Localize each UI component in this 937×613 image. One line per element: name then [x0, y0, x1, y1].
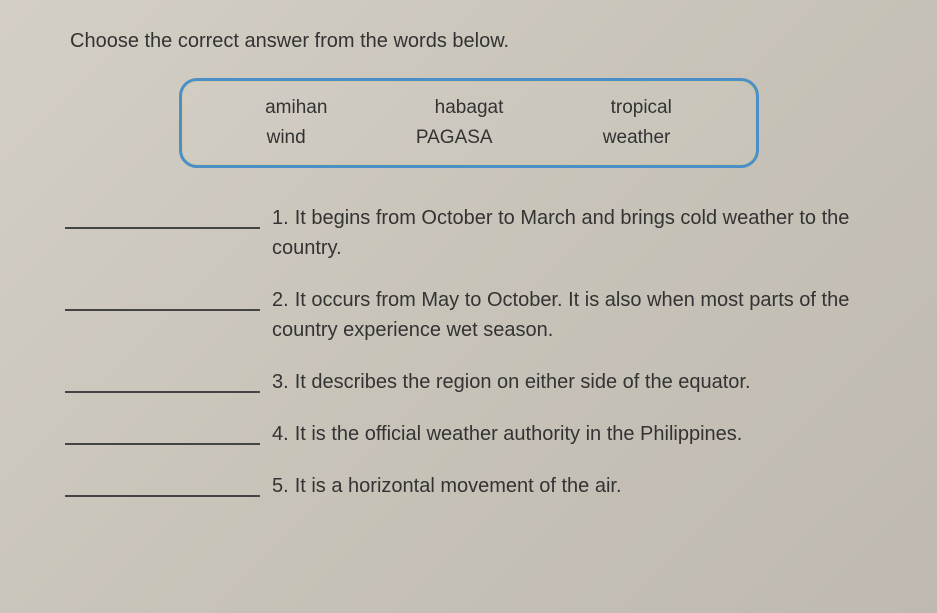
answer-blank-4[interactable]: [65, 423, 260, 445]
word-row-2: wind PAGASA weather: [212, 123, 726, 153]
question-body-3: It describes the region on either side o…: [295, 371, 751, 393]
question-body-1: It begins from October to March and brin…: [272, 207, 849, 259]
word-amihan: amihan: [265, 97, 327, 119]
question-5: 5. It is a horizontal movement of the air…: [65, 471, 887, 501]
answer-blank-3[interactable]: [65, 371, 260, 393]
question-body-2: It occurs from May to October. It is als…: [272, 289, 849, 341]
answer-blank-1[interactable]: [65, 207, 260, 229]
question-num-2: 2.: [272, 289, 289, 311]
word-wind: wind: [267, 127, 306, 149]
question-body-5: It is a horizontal movement of the air.: [295, 475, 622, 497]
question-text-2: 2.It occurs from May to October. It is a…: [272, 285, 887, 345]
question-text-5: 5. It is a horizontal movement of the air…: [272, 471, 887, 501]
question-text-3: 3. It describes the region on either side…: [272, 367, 887, 397]
question-2: 2.It occurs from May to October. It is a…: [65, 285, 887, 345]
question-num-4: 4.: [272, 423, 289, 445]
word-tropical: tropical: [611, 97, 672, 119]
question-4: 4. It is the official weather authority i…: [65, 419, 887, 449]
question-num-3: 3.: [272, 371, 289, 393]
word-pagasa: PAGASA: [416, 127, 493, 149]
questions-list: 1.It begins from October to March and br…: [65, 203, 887, 501]
word-row-1: amihan habagat tropical: [212, 93, 726, 123]
question-3: 3. It describes the region on either side…: [65, 367, 887, 397]
question-text-4: 4. It is the official weather authority i…: [272, 419, 887, 449]
word-bank-box: amihan habagat tropical wind PAGASA weat…: [179, 78, 759, 168]
question-body-4: It is the official weather authority in …: [295, 423, 743, 445]
word-habagat: habagat: [435, 97, 504, 119]
word-weather: weather: [603, 127, 671, 149]
question-1: 1.It begins from October to March and br…: [65, 203, 887, 263]
answer-blank-2[interactable]: [65, 289, 260, 311]
answer-blank-5[interactable]: [65, 475, 260, 497]
question-num-5: 5.: [272, 475, 289, 497]
question-text-1: 1.It begins from October to March and br…: [272, 203, 887, 263]
instruction-text: Choose the correct answer from the words…: [70, 30, 887, 53]
question-num-1: 1.: [272, 207, 289, 229]
